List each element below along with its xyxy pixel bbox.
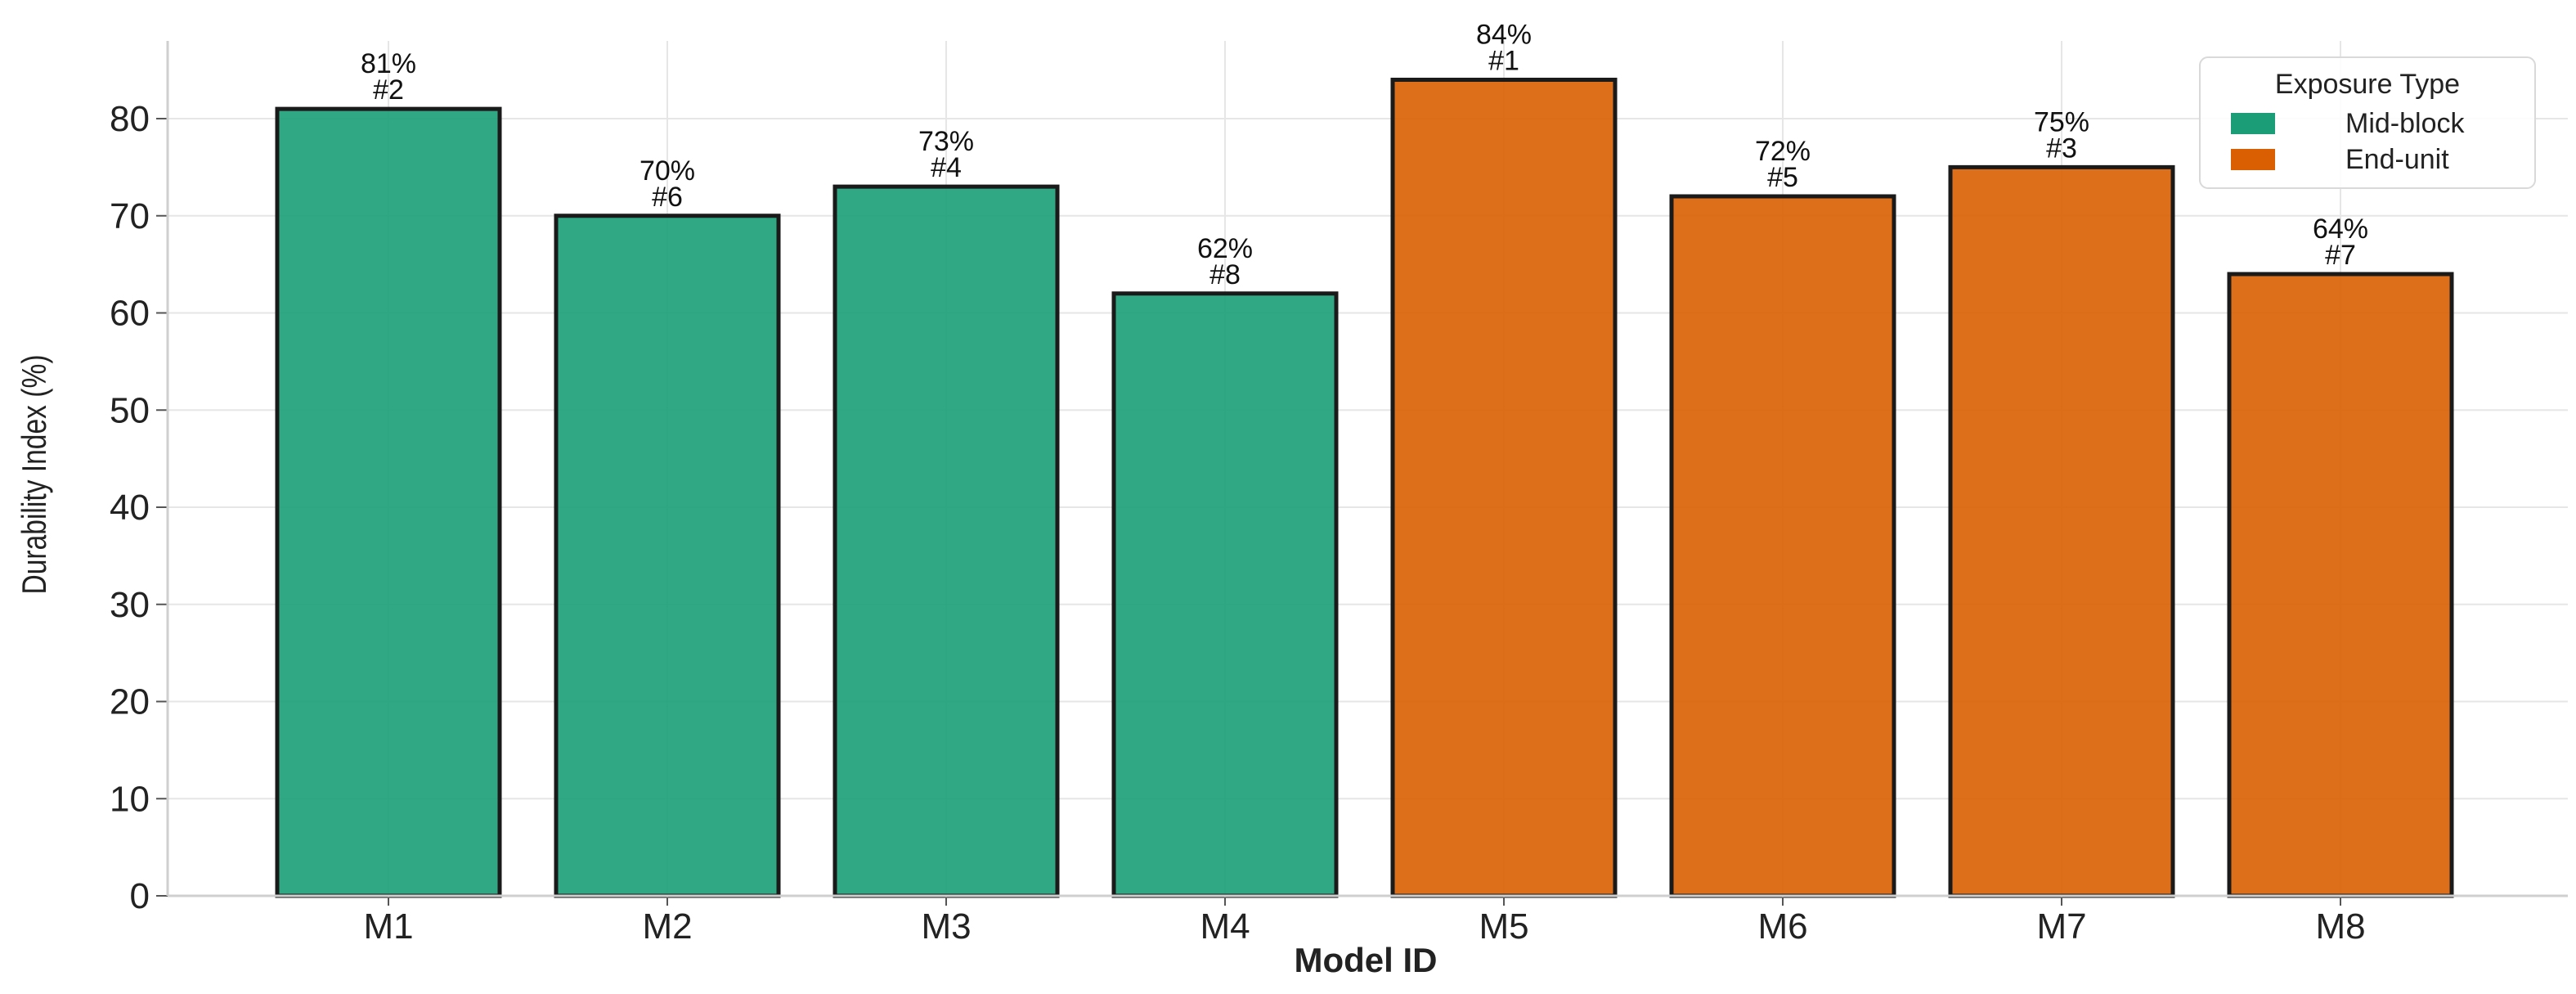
bar-value-label: 75% — [2034, 106, 2089, 137]
y-tick-label: 40 — [110, 488, 150, 528]
y-tick-label: 10 — [110, 779, 150, 819]
bars-layer — [275, 78, 2454, 898]
x-tick-label: M7 — [2036, 906, 2086, 947]
legend-label-mid-block: Mid-block — [2345, 108, 2465, 139]
bar-rank-label: #4 — [931, 152, 962, 183]
bar-m7 — [1948, 164, 2175, 898]
legend-label-end-unit: End-unit — [2345, 144, 2449, 175]
x-axis-title: Model ID — [1295, 941, 1438, 979]
bar-rank-label: #7 — [2325, 240, 2356, 271]
legend-swatch-end-unit — [2231, 149, 2275, 170]
x-tick-label: M8 — [2315, 906, 2365, 947]
bar-value-label: 81% — [361, 48, 416, 79]
bar-rank-label: #1 — [1488, 46, 1519, 77]
y-tick-label: 70 — [110, 196, 150, 236]
bar-m4 — [1111, 291, 1339, 898]
x-tick-label: M4 — [1200, 906, 1250, 947]
y-axis-title: Durability Index (%) — [16, 354, 54, 594]
y-tick-label: 0 — [130, 876, 150, 916]
bar-rank-label: #2 — [373, 74, 404, 106]
x-tick-label: M2 — [642, 906, 692, 947]
x-tick-label: M6 — [1757, 906, 1807, 947]
labels-layer: 0 10 20 30 40 50 60 70 80 81%#2 M1 70%#6 M2 73%#4 M3 62… — [110, 20, 2368, 947]
bar-m2 — [554, 214, 781, 898]
legend-swatch-mid-block — [2231, 113, 2275, 134]
bar-rank-label: #5 — [1767, 162, 1798, 193]
y-tick-label: 20 — [110, 682, 150, 722]
x-tick-label: M1 — [363, 906, 413, 947]
x-tick-label: M3 — [921, 906, 971, 947]
axes-layer — [156, 41, 2568, 906]
y-tick-label: 60 — [110, 294, 150, 334]
legend-frame — [2199, 56, 2536, 189]
legend-title: Exposure Type — [2275, 69, 2460, 100]
bar-m1 — [275, 106, 502, 898]
x-tick-label: M5 — [1479, 906, 1528, 947]
bar-rank-label: #3 — [2046, 133, 2077, 164]
bar-value-label: 62% — [1197, 233, 1253, 264]
legend: Exposure Type Mid-block End-unit — [2199, 56, 2536, 189]
bar-value-label: 84% — [1476, 20, 1532, 51]
y-tick-label: 30 — [110, 585, 150, 625]
y-tick-label: 50 — [110, 390, 150, 430]
bar-value-label: 72% — [1755, 136, 1811, 167]
bar-m8 — [2227, 272, 2454, 898]
bar-m6 — [1669, 194, 1896, 898]
bar-rank-label: #6 — [652, 182, 683, 213]
bar-rank-label: #8 — [1209, 259, 1241, 290]
bar-m5 — [1390, 78, 1618, 898]
y-tick-label: 80 — [110, 99, 150, 139]
bar-m3 — [832, 184, 1060, 898]
bar-value-label: 70% — [640, 155, 695, 187]
bar-value-label: 64% — [2313, 214, 2368, 245]
bar-value-label: 73% — [918, 126, 974, 157]
